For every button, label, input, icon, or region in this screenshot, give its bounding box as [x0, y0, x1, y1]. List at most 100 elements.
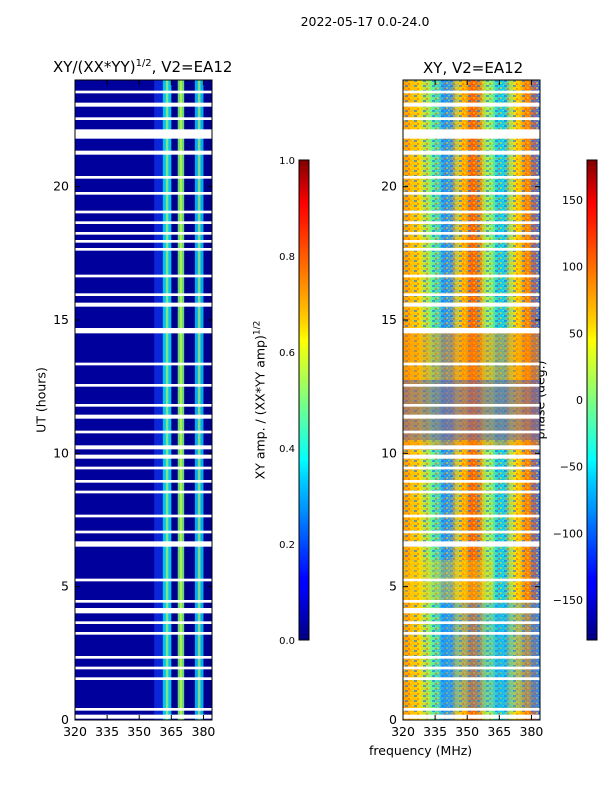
- flagged-gap: [403, 232, 540, 235]
- phase-colorbar-tick: 150: [562, 194, 583, 207]
- flagged-gap: [75, 600, 212, 603]
- flagged-gap: [403, 480, 540, 483]
- phase-colorbar-tick: 0: [576, 394, 583, 407]
- flagged-gap: [403, 221, 540, 224]
- flagged-gap: [75, 129, 212, 139]
- flagged-gap: [403, 384, 540, 387]
- flagged-gap: [403, 129, 540, 139]
- phase-colorbar-tick: −50: [560, 461, 583, 474]
- y-tick-label: 15: [381, 312, 397, 327]
- flagged-gap: [75, 666, 212, 670]
- flagged-gap: [75, 328, 212, 334]
- flagged-gap: [403, 293, 540, 296]
- x-tick-label: 365: [487, 724, 511, 739]
- flagged-gap: [403, 514, 540, 518]
- amplitude-colorbar-tick: 0.6: [279, 348, 295, 359]
- flagged-gap: [75, 414, 212, 419]
- flagged-gap: [403, 666, 540, 670]
- flagged-gap: [75, 102, 212, 107]
- y-tick-label: 15: [53, 312, 69, 327]
- x-tick-label: 320: [63, 724, 87, 739]
- flagged-gap: [403, 240, 540, 243]
- flagged-gap: [75, 240, 212, 243]
- flagged-gap: [75, 90, 212, 94]
- flagged-gap: [403, 677, 540, 680]
- flagged-gap: [403, 117, 540, 120]
- flagged-gap: [75, 274, 212, 278]
- left-plot-frame: [74, 79, 213, 721]
- flagged-gap: [75, 530, 212, 534]
- flagged-gap: [75, 248, 212, 251]
- phase-cyan-region: [440, 600, 540, 710]
- flagged-gap: [403, 248, 540, 251]
- flagged-gap: [75, 632, 212, 635]
- figure-title: 2022-05-17 0.0-24.0: [300, 14, 430, 29]
- x-tick-label: 350: [127, 724, 151, 739]
- flagged-gap: [403, 454, 540, 459]
- flagged-gap: [75, 677, 212, 680]
- flagged-gap: [403, 445, 540, 450]
- x-tick-label: 380: [192, 724, 216, 739]
- x-tick-label: 365: [159, 724, 183, 739]
- flagged-gap: [75, 192, 212, 195]
- flagged-gap: [75, 430, 212, 434]
- flagged-gap: [403, 192, 540, 195]
- flagged-gap: [75, 656, 212, 659]
- flagged-gap: [75, 384, 212, 387]
- flagged-gap: [75, 210, 212, 214]
- y-tick-label: 20: [53, 179, 69, 194]
- flagged-gap: [403, 466, 540, 470]
- flagged-gap: [403, 302, 540, 307]
- x-tick-label: 350: [455, 724, 479, 739]
- flagged-gap: [403, 578, 540, 582]
- right-plot-frame: [402, 79, 541, 721]
- x-tick-label: 380: [520, 724, 544, 739]
- flagged-gap: [403, 274, 540, 278]
- flagged-gap: [403, 362, 540, 366]
- flagged-gap: [403, 176, 540, 179]
- flagged-gap: [75, 221, 212, 224]
- flagged-gap: [403, 102, 540, 107]
- flagged-gap: [403, 150, 540, 155]
- flagged-gap: [403, 490, 540, 494]
- right-panel-title: XY, V2=EA12: [423, 59, 524, 77]
- flagged-gap: [75, 150, 212, 155]
- phase-colorbar-tick: −150: [553, 594, 583, 607]
- flagged-gap: [403, 621, 540, 624]
- flagged-gap: [403, 608, 540, 614]
- flagged-gap: [403, 708, 540, 711]
- y-tick-label: 5: [61, 579, 69, 594]
- x-tick-label: 320: [391, 724, 415, 739]
- flagged-gap: [403, 714, 540, 719]
- phase-orange-region: [403, 330, 540, 450]
- amplitude-colorbar-tick: 0.2: [279, 540, 295, 551]
- y-tick-label: 0: [389, 712, 397, 727]
- amplitude-colorbar-tick: 0.0: [279, 636, 295, 647]
- flagged-gap: [75, 608, 212, 614]
- flagged-gap: [403, 541, 540, 547]
- phase-colorbar: [586, 159, 598, 641]
- flagged-gap: [75, 293, 212, 296]
- y-tick-label: 5: [389, 579, 397, 594]
- left-title-tail: , V2=EA12: [151, 58, 233, 76]
- flagged-gap: [403, 328, 540, 334]
- y-tick-label: 0: [61, 712, 69, 727]
- phase-flagged-gaps: [403, 90, 540, 719]
- flagged-gap: [403, 210, 540, 214]
- flagged-gap: [75, 578, 212, 582]
- mid-band: [154, 80, 163, 720]
- flagged-gap: [75, 302, 212, 307]
- phase-colorbar-tick: 50: [569, 327, 583, 340]
- axis-ticks: 0 5 10 15 20 320 335 350 365 380 0 5 10 15 20 320 335 350…: [53, 80, 583, 739]
- amplitude-colorbar-tick: 0.4: [279, 444, 295, 455]
- flagged-gap: [75, 490, 212, 494]
- amplitude-colorbar-tick: 0.8: [279, 252, 295, 263]
- flagged-gap: [75, 362, 212, 366]
- y-tick-label: 10: [381, 445, 397, 460]
- flagged-gap: [403, 404, 540, 407]
- flagged-gap: [403, 600, 540, 603]
- flagged-gap: [403, 656, 540, 659]
- flagged-gap: [75, 404, 212, 407]
- bright-band-core: [165, 80, 169, 720]
